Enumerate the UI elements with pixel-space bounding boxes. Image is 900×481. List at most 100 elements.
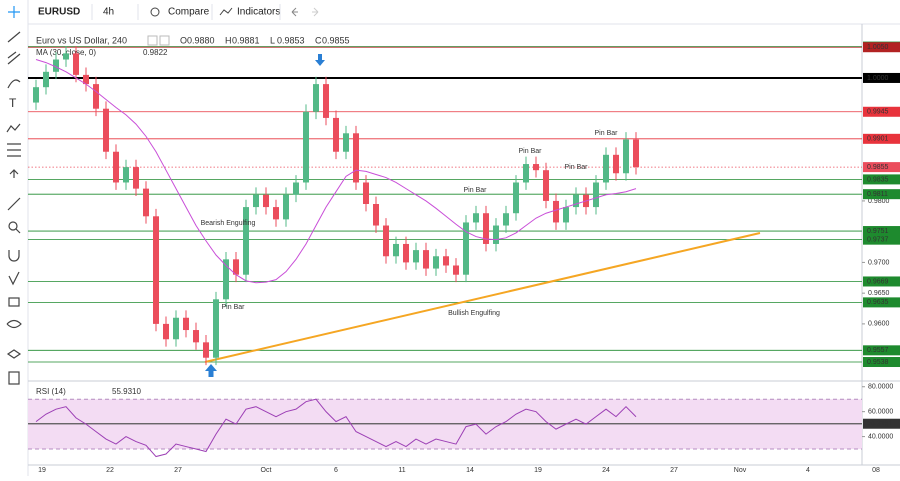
candle-body	[393, 243, 399, 257]
annotation: Pin Bar	[222, 304, 246, 311]
level-label-box	[863, 276, 900, 287]
candle-body	[453, 265, 459, 275]
candle-body	[513, 182, 519, 214]
candle-body	[413, 250, 419, 263]
candle-body	[173, 317, 179, 340]
toolbar-icons[interactable]: T	[6, 6, 22, 385]
candle-body	[433, 256, 439, 269]
candle-body	[603, 154, 609, 183]
y-tick-label: 0.9600	[868, 321, 890, 328]
rsi-y-tick-label: 80.0000	[868, 384, 893, 391]
redo-icon[interactable]	[312, 7, 319, 17]
candle-body	[443, 256, 449, 266]
compare-icon[interactable]	[150, 7, 160, 17]
x-tick-label: 19	[534, 467, 542, 474]
candle-body	[273, 207, 279, 220]
candle-body	[373, 204, 379, 226]
rsi-value: 55.9310	[112, 387, 141, 396]
level-label-box	[863, 162, 900, 173]
level-label-box	[863, 133, 900, 144]
annotation: Pin Bar	[565, 164, 589, 171]
level-label: 0.9855	[867, 164, 889, 171]
candle-body	[103, 108, 109, 152]
compare[interactable]: Compare	[168, 7, 210, 18]
candle-body	[593, 182, 599, 208]
arrow-down	[315, 54, 325, 66]
candle-body	[323, 84, 329, 118]
level-label: 0.9538	[867, 359, 889, 366]
level-label-box	[863, 72, 900, 83]
indicators[interactable]: Indicators	[237, 7, 280, 18]
candle-body	[83, 74, 89, 85]
annotation: Pin Bar	[519, 148, 543, 155]
candle-body	[313, 84, 319, 112]
level-label: 0.9835	[867, 176, 889, 183]
candle-body	[43, 71, 49, 88]
candle-body	[573, 194, 579, 208]
x-tick-label: Oct	[261, 467, 272, 474]
ohlc-value: 0.9880	[187, 35, 215, 45]
annotation: Pin Bar	[464, 187, 488, 194]
candle-body	[33, 87, 39, 103]
candle-body	[233, 259, 239, 275]
undo-icon[interactable]	[291, 7, 298, 17]
ohlc-value: 0.9853	[277, 35, 305, 45]
candle-body	[483, 213, 489, 244]
candle-body	[53, 59, 59, 72]
level-label-box	[863, 174, 900, 185]
candle-body	[253, 194, 259, 208]
candle-body	[423, 250, 429, 269]
level-label: 0.9635	[867, 299, 889, 306]
level-label-box	[863, 234, 900, 245]
x-tick-label: 27	[174, 467, 182, 474]
annotation: Bullish Engulfing	[448, 310, 500, 317]
candle-body	[143, 188, 149, 217]
candle-body	[203, 342, 209, 358]
ohlc-value: 0.9855	[322, 35, 350, 45]
rsi-level-label: 50.3161	[867, 421, 892, 428]
candle-body	[363, 182, 369, 204]
rsi-level-box	[863, 418, 900, 429]
trendline	[204, 232, 761, 363]
annotation: Pin Bar	[595, 130, 619, 137]
ohlc-key: C	[315, 35, 322, 45]
candle-body	[343, 133, 349, 152]
candle-body	[503, 213, 509, 226]
level-label: 0.9811	[867, 191, 888, 198]
candle-body	[473, 213, 479, 223]
top-bar	[0, 0, 900, 24]
ohlc-value: 0.9881	[232, 35, 260, 45]
x-tick-label: Nov	[734, 467, 747, 474]
candle-body	[113, 151, 119, 183]
candle-body	[133, 167, 139, 189]
legend-button[interactable]	[159, 35, 170, 46]
ohlc-key: O	[180, 35, 187, 45]
candle-body	[543, 170, 549, 201]
x-tick-label: 19	[38, 467, 46, 474]
symbol[interactable]: EURUSD	[38, 7, 80, 18]
level-label: 1.0000	[867, 75, 889, 82]
level-label-box	[863, 297, 900, 308]
level-label-box	[863, 106, 900, 117]
interval[interactable]: 4h	[103, 7, 114, 18]
candle-body	[283, 194, 289, 220]
candle-body	[213, 299, 219, 358]
candle-body	[633, 139, 639, 168]
legend-button[interactable]	[147, 35, 158, 46]
level-label: 1.0050	[867, 44, 889, 51]
rsi-line	[35, 398, 637, 458]
candle-body	[193, 330, 199, 343]
candle-body	[553, 200, 559, 223]
candle-body	[333, 117, 339, 152]
rsi-name: RSI (14)	[36, 387, 66, 396]
candle-body	[623, 139, 629, 174]
level-label: 0.9751	[867, 228, 889, 235]
candle-body	[243, 207, 249, 275]
candle-body	[263, 194, 269, 208]
candle-body	[293, 182, 299, 195]
level-label-box	[863, 189, 900, 200]
annotation: Bearish Engulfing	[201, 220, 256, 227]
indicators-icon[interactable]	[219, 7, 233, 16]
